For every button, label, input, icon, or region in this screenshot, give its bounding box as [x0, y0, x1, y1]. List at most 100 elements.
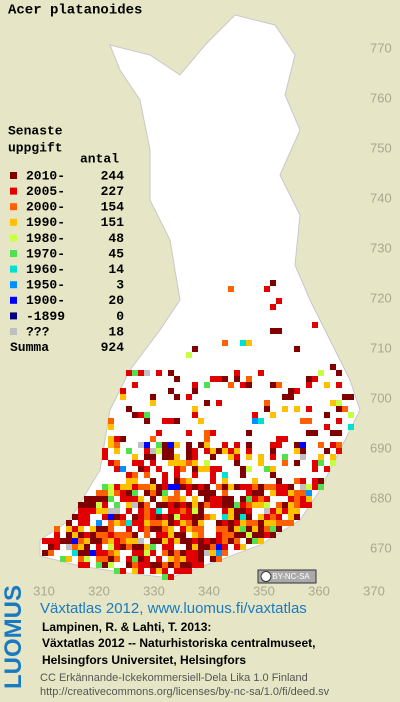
occurrence-square — [144, 520, 150, 526]
occurrence-square — [240, 382, 246, 388]
occurrence-square — [126, 472, 132, 478]
occurrence-square — [156, 568, 162, 574]
occurrence-square — [210, 556, 216, 562]
occurrence-square — [198, 538, 204, 544]
occurrence-square — [300, 442, 306, 448]
occurrence-square — [102, 448, 108, 454]
cc-badge-text: BY-NC-SA — [272, 572, 310, 581]
occurrence-square — [186, 550, 192, 556]
occurrence-square — [126, 544, 132, 550]
occurrence-square — [276, 328, 282, 334]
occurrence-square — [216, 502, 222, 508]
occurrence-square — [180, 538, 186, 544]
occurrence-square — [126, 520, 132, 526]
occurrence-square — [78, 526, 84, 532]
occurrence-square — [276, 508, 282, 514]
occurrence-square — [132, 502, 138, 508]
brand: LUOMUS — [0, 585, 27, 689]
occurrence-square — [330, 460, 336, 466]
occurrence-square — [174, 556, 180, 562]
occurrence-square — [270, 280, 276, 286]
occurrence-square — [186, 508, 192, 514]
axis-ticks: 310 320 330 340 350 360 370 670 680 690 700 710 720 7… — [33, 40, 392, 598]
occurrence-square — [234, 502, 240, 508]
occurrence-square — [258, 484, 264, 490]
occurrence-square — [258, 538, 264, 544]
occurrence-square — [228, 448, 234, 454]
occurrence-square — [252, 478, 258, 484]
occurrence-square — [180, 568, 186, 574]
occurrence-square — [114, 460, 120, 466]
occurrence-square — [276, 490, 282, 496]
occurrence-square — [168, 556, 174, 562]
occurrence-square — [204, 436, 210, 442]
occurrence-square — [96, 508, 102, 514]
occurrence-square — [294, 478, 300, 484]
occurrence-square — [222, 478, 228, 484]
occurrence-square — [264, 508, 270, 514]
occurrence-square — [156, 520, 162, 526]
x-tick-label: 360 — [308, 583, 330, 598]
occurrence-square — [132, 514, 138, 520]
occurrence-square — [270, 514, 276, 520]
occurrence-square — [336, 430, 342, 436]
occurrence-square — [144, 514, 150, 520]
occurrence-square — [144, 550, 150, 556]
occurrence-square — [150, 436, 156, 442]
occurrence-square — [162, 538, 168, 544]
occurrence-square — [312, 484, 318, 490]
legend-count: 45 — [108, 246, 124, 261]
occurrence-square — [240, 532, 246, 538]
occurrence-square — [144, 556, 150, 562]
occurrence-square — [156, 526, 162, 532]
occurrence-square — [336, 382, 342, 388]
occurrence-square — [252, 412, 258, 418]
occurrence-square — [138, 370, 144, 376]
total-count: 924 — [101, 340, 125, 355]
legend-swatch — [10, 250, 17, 257]
occurrence-square — [276, 520, 282, 526]
occurrence-square — [312, 322, 318, 328]
legend-period: 1990- — [26, 215, 65, 230]
license-url[interactable]: http://creativecommons.org/licenses/by-n… — [40, 686, 330, 698]
occurrence-square — [204, 430, 210, 436]
x-tick-label: 320 — [88, 583, 110, 598]
occurrence-square — [330, 430, 336, 436]
occurrence-square — [72, 526, 78, 532]
occurrence-square — [162, 574, 168, 580]
occurrence-square — [198, 490, 204, 496]
occurrence-square — [162, 526, 168, 532]
occurrence-square — [90, 508, 96, 514]
legend-count: 18 — [108, 324, 124, 339]
occurrence-square — [186, 478, 192, 484]
occurrence-square — [120, 532, 126, 538]
occurrence-square — [282, 394, 288, 400]
occurrence-square — [222, 508, 228, 514]
occurrence-square — [120, 544, 126, 550]
occurrence-square — [114, 442, 120, 448]
occurrence-square — [246, 430, 252, 436]
occurrence-square — [300, 502, 306, 508]
occurrence-square — [108, 550, 114, 556]
occurrence-square — [186, 520, 192, 526]
occurrence-square — [96, 526, 102, 532]
y-tick-label: 670 — [370, 540, 392, 555]
occurrence-square — [114, 544, 120, 550]
occurrence-square — [210, 502, 216, 508]
occurrence-square — [114, 514, 120, 520]
occurrence-square — [168, 520, 174, 526]
occurrence-square — [138, 526, 144, 532]
occurrence-square — [246, 532, 252, 538]
occurrence-square — [306, 418, 312, 424]
occurrence-square — [150, 544, 156, 550]
legend-count: 151 — [101, 215, 125, 230]
occurrence-square — [258, 460, 264, 466]
footer-link[interactable]: Växtatlas 2012, www.luomus.fi/vaxtatlas — [40, 600, 307, 617]
legend-period: ??? — [26, 324, 50, 339]
occurrence-square — [222, 544, 228, 550]
occurrence-square — [204, 496, 210, 502]
occurrence-square — [252, 496, 258, 502]
occurrence-square — [324, 382, 330, 388]
occurrence-square — [204, 544, 210, 550]
occurrence-square — [144, 532, 150, 538]
